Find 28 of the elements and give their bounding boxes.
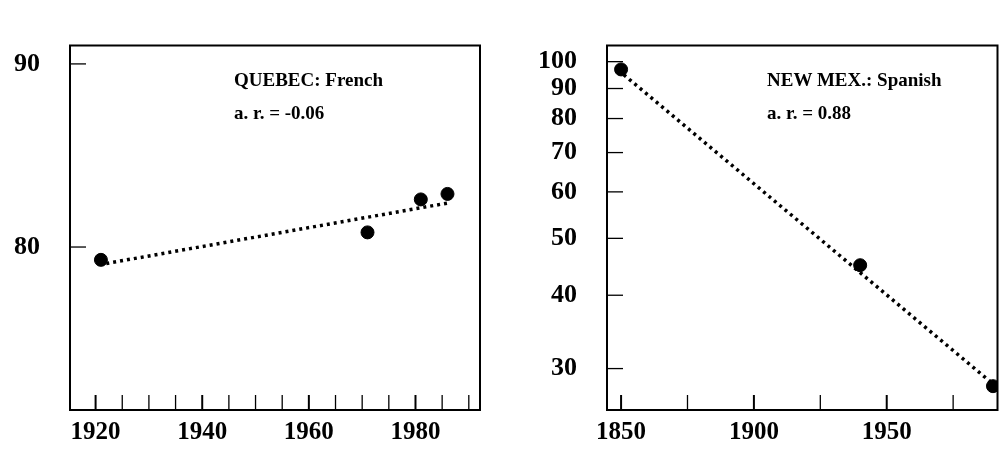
x-tick-label: 1950 (861, 417, 912, 445)
x-tick-label: 1900 (728, 417, 779, 445)
point (985, 379, 998, 394)
y-tick-label: 90 (14, 47, 40, 77)
x-tick-label: 1980 (390, 417, 441, 445)
point (93, 252, 108, 267)
point (360, 225, 375, 240)
x-tick-label: 1920 (70, 417, 121, 445)
y-tick-label: 100 (538, 45, 577, 75)
x-tick-label: 1960 (283, 417, 334, 445)
y-tick-label: 50 (551, 222, 577, 252)
y-tick-label: 30 (551, 352, 577, 382)
y-tick-label: 60 (551, 175, 577, 205)
annotation: a. r. = -0.06 (234, 101, 325, 123)
y-tick-label: 70 (551, 136, 577, 166)
point (413, 192, 428, 207)
point (440, 186, 455, 201)
x-tick-label: 1850 (596, 417, 647, 445)
y-tick-label: 90 (551, 72, 577, 102)
x-tick-label: 1940 (177, 417, 228, 445)
y-tick-label: 40 (551, 278, 577, 308)
annotation: QUEBEC: French (234, 68, 384, 90)
point (853, 258, 868, 273)
annotation: NEW MEX.: Spanish (767, 68, 942, 90)
y-tick-label: 80 (551, 102, 577, 132)
y-tick-label: 80 (14, 230, 40, 260)
annotation: a. r. = 0.88 (767, 101, 852, 123)
point (614, 62, 629, 77)
